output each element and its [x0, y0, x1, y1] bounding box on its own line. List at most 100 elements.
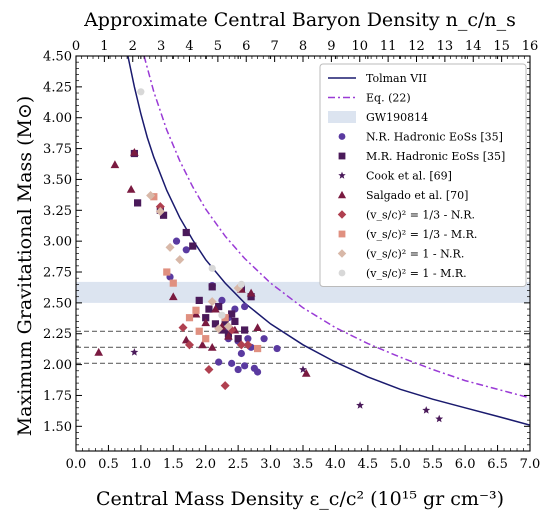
data-point-s2-3	[422, 406, 431, 414]
data-point-s4-1	[178, 323, 188, 333]
data-point-s0-10	[237, 349, 245, 358]
data-point-s0-16	[260, 335, 268, 343]
data-point-s5-7	[221, 314, 229, 322]
data-point-s4-4	[220, 381, 230, 391]
x-tick-label-5: 2.5	[228, 457, 249, 472]
data-point-s5-2	[169, 279, 177, 287]
data-point-s1-20	[234, 335, 242, 343]
x-tick-label-4: 2.0	[195, 457, 216, 472]
top-tick-label-6: 6	[242, 39, 250, 54]
x-tick-label-6: 3.0	[260, 457, 281, 472]
y-tick-label-4: 2.50	[43, 296, 72, 311]
legend-label-10: (v_s/c)² = 1 - M.R.	[366, 267, 467, 280]
data-point-s5-4	[192, 306, 200, 314]
data-point-s5-3	[185, 314, 194, 322]
data-point-s4-0	[155, 202, 165, 212]
data-point-s1-4	[182, 228, 190, 237]
data-point-s5-6	[202, 335, 210, 343]
data-point-s1-16	[241, 326, 249, 334]
curve-layer	[127, 56, 530, 426]
data-point-s0-11	[241, 362, 249, 370]
data-point-s3-9	[211, 304, 220, 313]
data-point-s1-8	[205, 305, 213, 313]
y-tick-label-12: 4.50	[43, 50, 72, 65]
data-point-s1-6	[195, 296, 203, 305]
legend-swatch-9	[337, 249, 347, 258]
data-point-s3-8	[207, 342, 217, 351]
data-point-s1-10	[211, 320, 220, 328]
x-tick-label-14: 7.0	[520, 457, 541, 472]
y-tick-label-3: 2.25	[43, 327, 72, 342]
data-point-s3-2	[126, 184, 136, 193]
legend-swatch-8	[338, 230, 346, 238]
legend-swatch-7	[337, 210, 347, 219]
data-point-s0-12	[244, 335, 252, 343]
data-point-s0-15	[254, 368, 262, 376]
data-point-s2-0	[130, 348, 139, 356]
data-point-s3-4	[168, 292, 178, 301]
y-tick-label-7: 3.25	[43, 204, 72, 219]
top-tick-label-2: 2	[129, 39, 137, 54]
data-point-s1-13	[228, 310, 236, 318]
legend: Tolman VII Eq. (22) GW190814 N.R. Hadronic …	[319, 63, 527, 287]
y-tick-label-9: 3.75	[43, 142, 72, 157]
data-point-s7-3	[237, 280, 245, 288]
legend-swatch-4	[338, 152, 346, 160]
curve-tolman-vii	[127, 56, 530, 426]
x-tick-label-7: 3.5	[293, 457, 314, 472]
x-tick-label-11: 5.5	[422, 457, 443, 472]
x-tick-label-2: 1.0	[131, 457, 152, 472]
legend-label-6: Salgado et al. [70]	[366, 189, 468, 202]
data-point-s4-7	[243, 340, 253, 350]
data-point-s0-19	[234, 365, 242, 374]
x-tick-label-13: 6.5	[487, 457, 508, 472]
y-tick-label-6: 3.00	[43, 235, 72, 250]
top-tick-label-14: 14	[465, 39, 482, 54]
data-point-s3-5	[181, 335, 191, 344]
data-point-s7-0	[137, 88, 145, 96]
legend-swatch-3	[338, 133, 346, 140]
band-layer	[76, 281, 530, 303]
data-point-s0-21	[215, 358, 223, 366]
data-point-s0-7	[228, 359, 236, 367]
legend-label-9: (v_s/c)² = 1 - N.R.	[366, 248, 464, 261]
legend-swatch-2	[328, 111, 356, 123]
data-point-s1-7	[202, 314, 210, 322]
x-tick-label-12: 6.0	[455, 457, 476, 472]
axes-layer: 0.0 0.5 1.0 1.5 2.0 2.5 3.0 3.5 4.0 4.5 5.0 5.5 6.0 6…	[43, 39, 540, 472]
data-point-s3-16	[301, 368, 311, 377]
top-tick-label-11: 11	[380, 39, 397, 54]
data-point-s3-14	[246, 288, 256, 297]
top-tick-label-15: 15	[493, 39, 510, 54]
legend-box	[319, 63, 527, 287]
data-point-s7-1	[208, 264, 216, 272]
data-point-s1-1	[134, 199, 142, 207]
top-tick-label-1: 1	[100, 39, 108, 54]
data-point-s3-3	[130, 147, 139, 156]
x-tick-label-0: 0.0	[66, 457, 87, 472]
marker-layer	[94, 88, 444, 423]
legend-label-1: Eq. (22)	[366, 92, 411, 105]
top-tick-label-8: 8	[299, 39, 307, 54]
top-tick-label-5: 5	[214, 39, 222, 54]
y-tick-label-8: 3.50	[43, 173, 72, 188]
legend-swatch-6	[337, 190, 347, 199]
data-point-s5-1	[163, 268, 171, 276]
legend-swatch-10	[338, 269, 346, 277]
legend-label-4: M.R. Hadronic EoSs [35]	[366, 150, 505, 163]
data-point-s1-12	[221, 317, 229, 325]
x-tick-label-10: 5.0	[390, 457, 411, 472]
data-point-s2-4	[435, 414, 444, 423]
data-point-s1-5	[189, 242, 197, 250]
data-point-s5-8	[254, 344, 262, 353]
y-axis-label: Maximum Gravitational Mass (M⊙)	[14, 96, 36, 437]
y-tick-label-0: 1.50	[43, 420, 72, 435]
data-point-s0-4	[218, 296, 226, 305]
y-tick-label-1: 1.75	[43, 389, 72, 404]
y-tick-label-10: 4.00	[43, 111, 72, 126]
data-point-s2-1	[299, 365, 307, 373]
data-point-s4-3	[204, 365, 214, 375]
y-tick-label-11: 4.25	[43, 80, 72, 95]
legend-label-2: GW190814	[366, 111, 428, 124]
